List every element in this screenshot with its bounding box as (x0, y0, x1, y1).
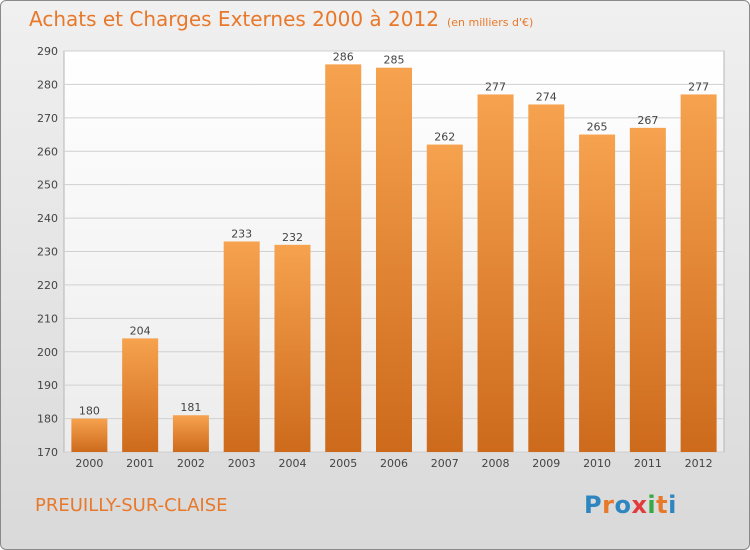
x-tick-label-2011: 2011 (634, 457, 662, 470)
x-tick-label-2003: 2003 (228, 457, 256, 470)
logo-letter: i (647, 491, 657, 519)
bars: 180 204 181 233 232 286 285 262 277 274 265 267 277 (71, 50, 717, 453)
y-tick-label: 180 (37, 413, 58, 426)
logo-letter: o (614, 491, 632, 519)
x-tick-label-2009: 2009 (532, 457, 560, 470)
x-tick-label-2008: 2008 (482, 457, 510, 470)
value-label-2010: 265 (587, 121, 608, 134)
bar-2004 (274, 244, 311, 452)
logo-letter: x (631, 491, 648, 519)
x-tick-label-2010: 2010 (583, 457, 611, 470)
x-tick-label-2012: 2012 (685, 457, 713, 470)
value-label-2009: 274 (536, 90, 557, 103)
y-tick-label: 210 (37, 312, 58, 325)
x-tick-label-2007: 2007 (431, 457, 459, 470)
x-tick-label-2002: 2002 (177, 457, 205, 470)
value-label-2008: 277 (485, 80, 506, 93)
y-tick-label: 230 (37, 246, 58, 259)
x-tick-label-2005: 2005 (329, 457, 357, 470)
value-label-2004: 232 (282, 231, 303, 244)
logo-letter: t (656, 491, 669, 519)
x-tick-label-2001: 2001 (126, 457, 154, 470)
value-label-2003: 233 (231, 227, 252, 240)
y-tick-label: 290 (37, 45, 58, 58)
value-label-2012: 277 (688, 80, 709, 93)
value-label-2001: 204 (130, 324, 151, 337)
y-tick-label: 220 (37, 279, 58, 292)
bar-2001 (122, 338, 159, 452)
y-tick-label: 240 (37, 212, 58, 225)
logo-letter: i (668, 491, 677, 519)
x-axis: 2000 2001 2002 2003 2004 2005 2006 2007 2008 2009… (75, 457, 712, 470)
chart-subtitle: (en milliers d'€) (446, 16, 534, 29)
x-tick-label-2006: 2006 (380, 457, 408, 470)
bar-2009 (528, 104, 565, 452)
y-axis: 170 180 190 200 210 220 230 240 250 260 270 280 290 (37, 45, 58, 459)
commune-name: PREUILLY-SUR-CLAISE (35, 495, 228, 516)
y-tick-label: 190 (37, 379, 58, 392)
y-tick-label: 200 (37, 346, 58, 359)
y-tick-label: 280 (37, 78, 58, 91)
logo-letter: r (602, 491, 615, 519)
bar-2003 (223, 241, 260, 452)
bar-2010 (579, 134, 616, 452)
bar-2005 (325, 64, 362, 452)
bar-2006 (376, 67, 412, 452)
proxiti-logo: Proxiti (584, 491, 677, 519)
bar-2000 (71, 418, 108, 452)
value-label-2002: 181 (180, 401, 201, 414)
bar-2011 (629, 127, 666, 452)
y-tick-label: 270 (37, 112, 58, 125)
value-label-2007: 262 (434, 131, 455, 144)
logo-letter: P (584, 491, 603, 519)
x-tick-label-2000: 2000 (75, 457, 103, 470)
bar-2002 (172, 415, 209, 452)
value-label-2005: 286 (333, 50, 354, 63)
bar-2008 (477, 94, 514, 453)
y-tick-label: 260 (37, 145, 58, 158)
value-label-2000: 180 (79, 405, 100, 418)
x-tick-label-2004: 2004 (278, 457, 306, 470)
value-label-2011: 267 (637, 114, 658, 127)
chart-title: Achats et Charges Externes 2000 à 2012 (e… (29, 7, 533, 31)
bar-2012 (680, 94, 717, 453)
value-label-2006: 285 (384, 54, 405, 67)
chart-title-text: Achats et Charges Externes 2000 à 2012 (29, 7, 439, 31)
y-tick-label: 170 (37, 446, 58, 459)
bar-2007 (426, 144, 463, 453)
y-tick-label: 250 (37, 179, 58, 192)
